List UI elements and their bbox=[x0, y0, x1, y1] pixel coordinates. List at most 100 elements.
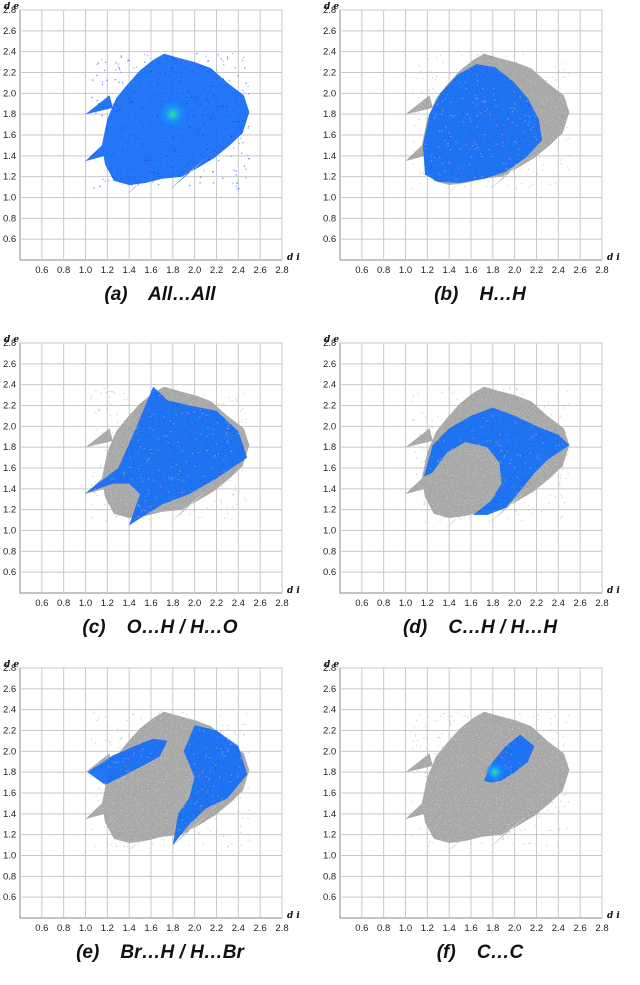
fingerprint-point bbox=[241, 152, 243, 154]
fingerprint-point bbox=[191, 452, 194, 455]
fingerprint-point bbox=[235, 170, 237, 172]
fingerprint-point bbox=[195, 493, 197, 496]
x-tick-label: 2.6 bbox=[574, 923, 587, 934]
fingerprint-point bbox=[91, 776, 93, 778]
fingerprint-point bbox=[121, 140, 123, 142]
fingerprint-point bbox=[213, 401, 215, 404]
x-tick-label: 2.8 bbox=[595, 923, 608, 934]
fingerprint-point bbox=[112, 176, 114, 178]
x-tick-label: 2.0 bbox=[188, 598, 201, 609]
fingerprint-point bbox=[459, 453, 462, 456]
fingerprint-point bbox=[174, 827, 177, 829]
fingerprint-point bbox=[244, 497, 246, 499]
fingerprint-point bbox=[563, 456, 566, 458]
fingerprint-point bbox=[123, 392, 125, 394]
fingerprint-point bbox=[513, 55, 515, 57]
fingerprint-point bbox=[523, 501, 525, 504]
fingerprint-point bbox=[454, 410, 457, 413]
fingerprint-point bbox=[476, 126, 478, 128]
fingerprint-point bbox=[206, 507, 209, 509]
y-tick-label: 1.4 bbox=[323, 809, 336, 820]
fingerprint-point bbox=[532, 109, 535, 112]
fingerprint-point bbox=[552, 113, 554, 115]
fingerprint-point bbox=[444, 98, 447, 101]
fingerprint-point bbox=[516, 454, 518, 456]
fingerprint-point bbox=[443, 516, 445, 518]
fingerprint-point bbox=[172, 795, 174, 798]
fingerprint-point bbox=[511, 843, 513, 845]
fingerprint-point bbox=[420, 489, 422, 492]
fingerprint-point bbox=[231, 494, 234, 496]
fingerprint-point bbox=[245, 82, 247, 84]
fingerprint-point bbox=[555, 445, 557, 447]
fingerprint-point bbox=[165, 802, 167, 804]
fingerprint-point bbox=[203, 169, 205, 172]
fingerprint-point bbox=[198, 833, 200, 835]
y-tick-label: 0.6 bbox=[3, 567, 16, 578]
fingerprint-point bbox=[490, 478, 493, 480]
fingerprint-point bbox=[512, 79, 514, 82]
y-tick-label: 0.8 bbox=[3, 546, 16, 557]
fingerprint-point bbox=[519, 118, 521, 120]
fingerprint-point bbox=[411, 158, 413, 161]
fingerprint-point bbox=[514, 177, 517, 179]
fingerprint-point bbox=[458, 81, 460, 84]
fingerprint-point bbox=[134, 148, 137, 151]
fingerprint-point bbox=[424, 502, 426, 504]
fingerprint-point bbox=[449, 465, 452, 467]
fingerprint-point bbox=[555, 806, 557, 809]
fingerprint-point bbox=[110, 390, 112, 393]
fingerprint-point bbox=[116, 149, 119, 152]
fingerprint-point bbox=[128, 487, 130, 489]
fingerprint-point bbox=[242, 437, 244, 439]
fingerprint-point bbox=[148, 836, 150, 839]
fingerprint-point bbox=[441, 488, 443, 491]
fingerprint-point bbox=[504, 479, 506, 481]
fingerprint-point bbox=[199, 416, 201, 418]
fingerprint-point bbox=[123, 473, 125, 476]
fingerprint-point bbox=[415, 719, 418, 722]
fingerprint-point bbox=[543, 90, 545, 92]
fingerprint-point bbox=[475, 480, 477, 482]
fingerprint-point bbox=[563, 794, 565, 797]
fingerprint-point bbox=[532, 766, 534, 768]
fingerprint-point bbox=[498, 69, 500, 72]
y-tick-label: 1.2 bbox=[323, 830, 336, 841]
fingerprint-point bbox=[424, 772, 426, 774]
fingerprint-point bbox=[434, 507, 436, 510]
fingerprint-point bbox=[421, 412, 424, 414]
fingerprint-point bbox=[412, 163, 414, 165]
fingerprint-point bbox=[439, 458, 441, 460]
fingerprint-point bbox=[418, 118, 420, 121]
fingerprint-point bbox=[226, 724, 229, 727]
fingerprint-point bbox=[473, 795, 476, 797]
fingerprint-point bbox=[220, 413, 222, 416]
fingerprint-point bbox=[115, 69, 117, 71]
fingerprint-point bbox=[117, 761, 119, 763]
fingerprint-point bbox=[551, 413, 553, 416]
fingerprint-point bbox=[419, 441, 421, 443]
fingerprint-point bbox=[481, 100, 483, 102]
fingerprint-point bbox=[488, 803, 490, 805]
x-tick-label: 2.8 bbox=[595, 598, 608, 609]
fingerprint-point bbox=[507, 767, 509, 769]
y-tick-label: 0.8 bbox=[323, 213, 336, 224]
fingerprint-point bbox=[197, 831, 199, 834]
fingerprint-point bbox=[491, 155, 493, 158]
fingerprint-point bbox=[492, 65, 494, 68]
fingerprint-point bbox=[524, 779, 526, 781]
fingerprint-point bbox=[101, 487, 104, 489]
fingerprint-point bbox=[207, 60, 210, 62]
fingerprint-point bbox=[202, 87, 204, 90]
fingerprint-point bbox=[548, 502, 550, 505]
fingerprint-point bbox=[233, 493, 235, 495]
fingerprint-point bbox=[482, 497, 485, 499]
fingerprint-point bbox=[115, 516, 117, 518]
fingerprint-point bbox=[448, 497, 450, 499]
fingerprint-point bbox=[207, 427, 209, 429]
fingerprint-plot-b: 2.82.62.42.22.01.81.61.41.21.00.80.60.6 0… bbox=[323, 2, 620, 276]
fingerprint-point bbox=[232, 182, 234, 184]
fingerprint-point bbox=[535, 824, 537, 826]
fingerprint-highlight-speckle bbox=[423, 64, 542, 183]
x-axis-label: d i bbox=[287, 911, 300, 921]
